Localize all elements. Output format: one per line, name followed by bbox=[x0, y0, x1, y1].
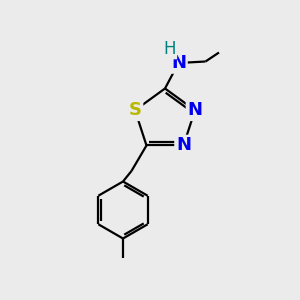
Text: H: H bbox=[164, 40, 176, 58]
Text: S: S bbox=[128, 101, 142, 119]
Text: N: N bbox=[176, 136, 191, 154]
Text: N: N bbox=[188, 101, 202, 119]
Text: N: N bbox=[171, 54, 186, 72]
